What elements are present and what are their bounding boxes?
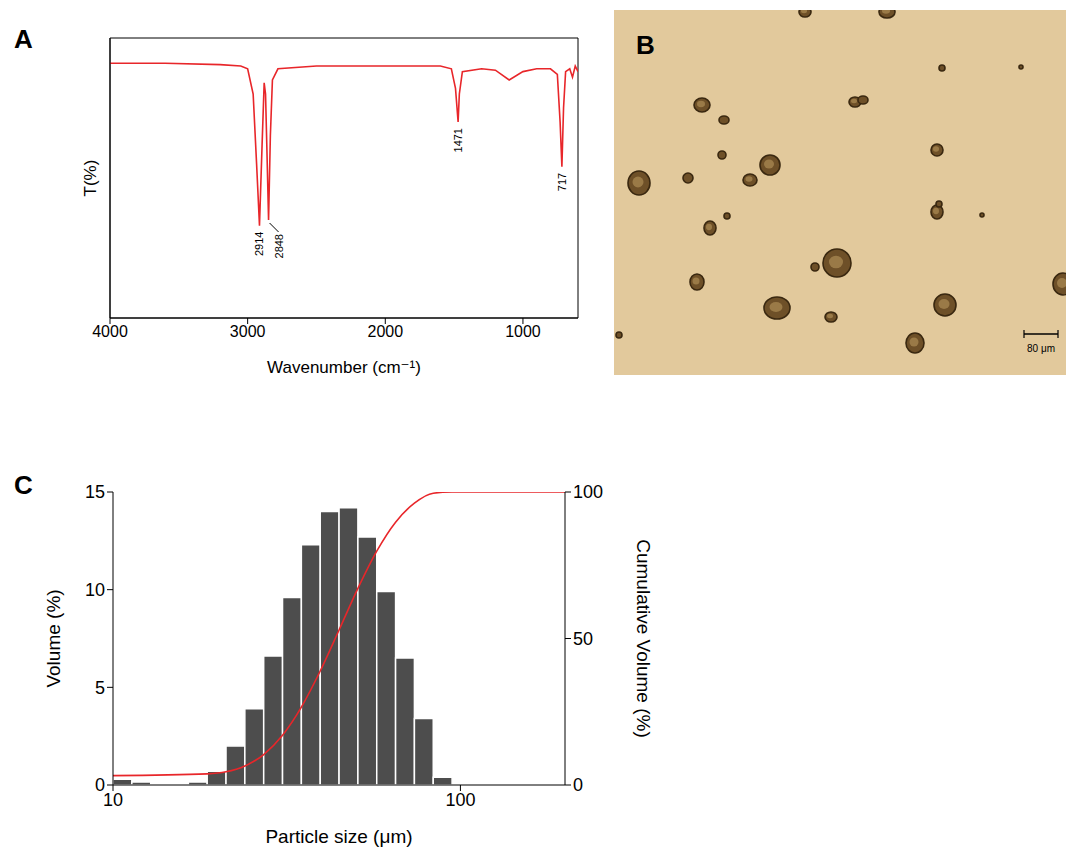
- svg-text:2914: 2914: [253, 232, 265, 256]
- svg-text:80 μm: 80 μm: [1027, 343, 1055, 354]
- svg-text:Volume (%): Volume (%): [43, 589, 64, 687]
- svg-text:1471: 1471: [452, 128, 464, 152]
- svg-text:0: 0: [573, 775, 583, 795]
- svg-text:1000: 1000: [505, 323, 541, 340]
- html-text:A: A: [14, 24, 33, 54]
- svg-text:100: 100: [445, 790, 475, 810]
- svg-text:5: 5: [95, 678, 105, 698]
- svg-text:50: 50: [573, 629, 593, 649]
- svg-text:0: 0: [95, 775, 105, 795]
- svg-text:2000: 2000: [367, 323, 403, 340]
- html-text:C: C: [14, 470, 33, 500]
- svg-text:Wavenumber (cm⁻¹): Wavenumber (cm⁻¹): [267, 358, 421, 377]
- svg-text:717: 717: [556, 173, 568, 191]
- svg-text:2848: 2848: [273, 234, 285, 258]
- svg-text:T(%): T(%): [81, 160, 100, 197]
- svg-text:15: 15: [85, 482, 105, 502]
- svg-text:Cumulative Volume (%): Cumulative Volume (%): [633, 539, 654, 738]
- svg-text:4000: 4000: [92, 323, 128, 340]
- svg-text:Particle size (μm): Particle size (μm): [265, 826, 412, 847]
- svg-text:100: 100: [573, 482, 603, 502]
- html-text:B: B: [636, 30, 655, 60]
- svg-text:10: 10: [103, 790, 123, 810]
- svg-text:10: 10: [85, 580, 105, 600]
- svg-text:3000: 3000: [230, 323, 266, 340]
